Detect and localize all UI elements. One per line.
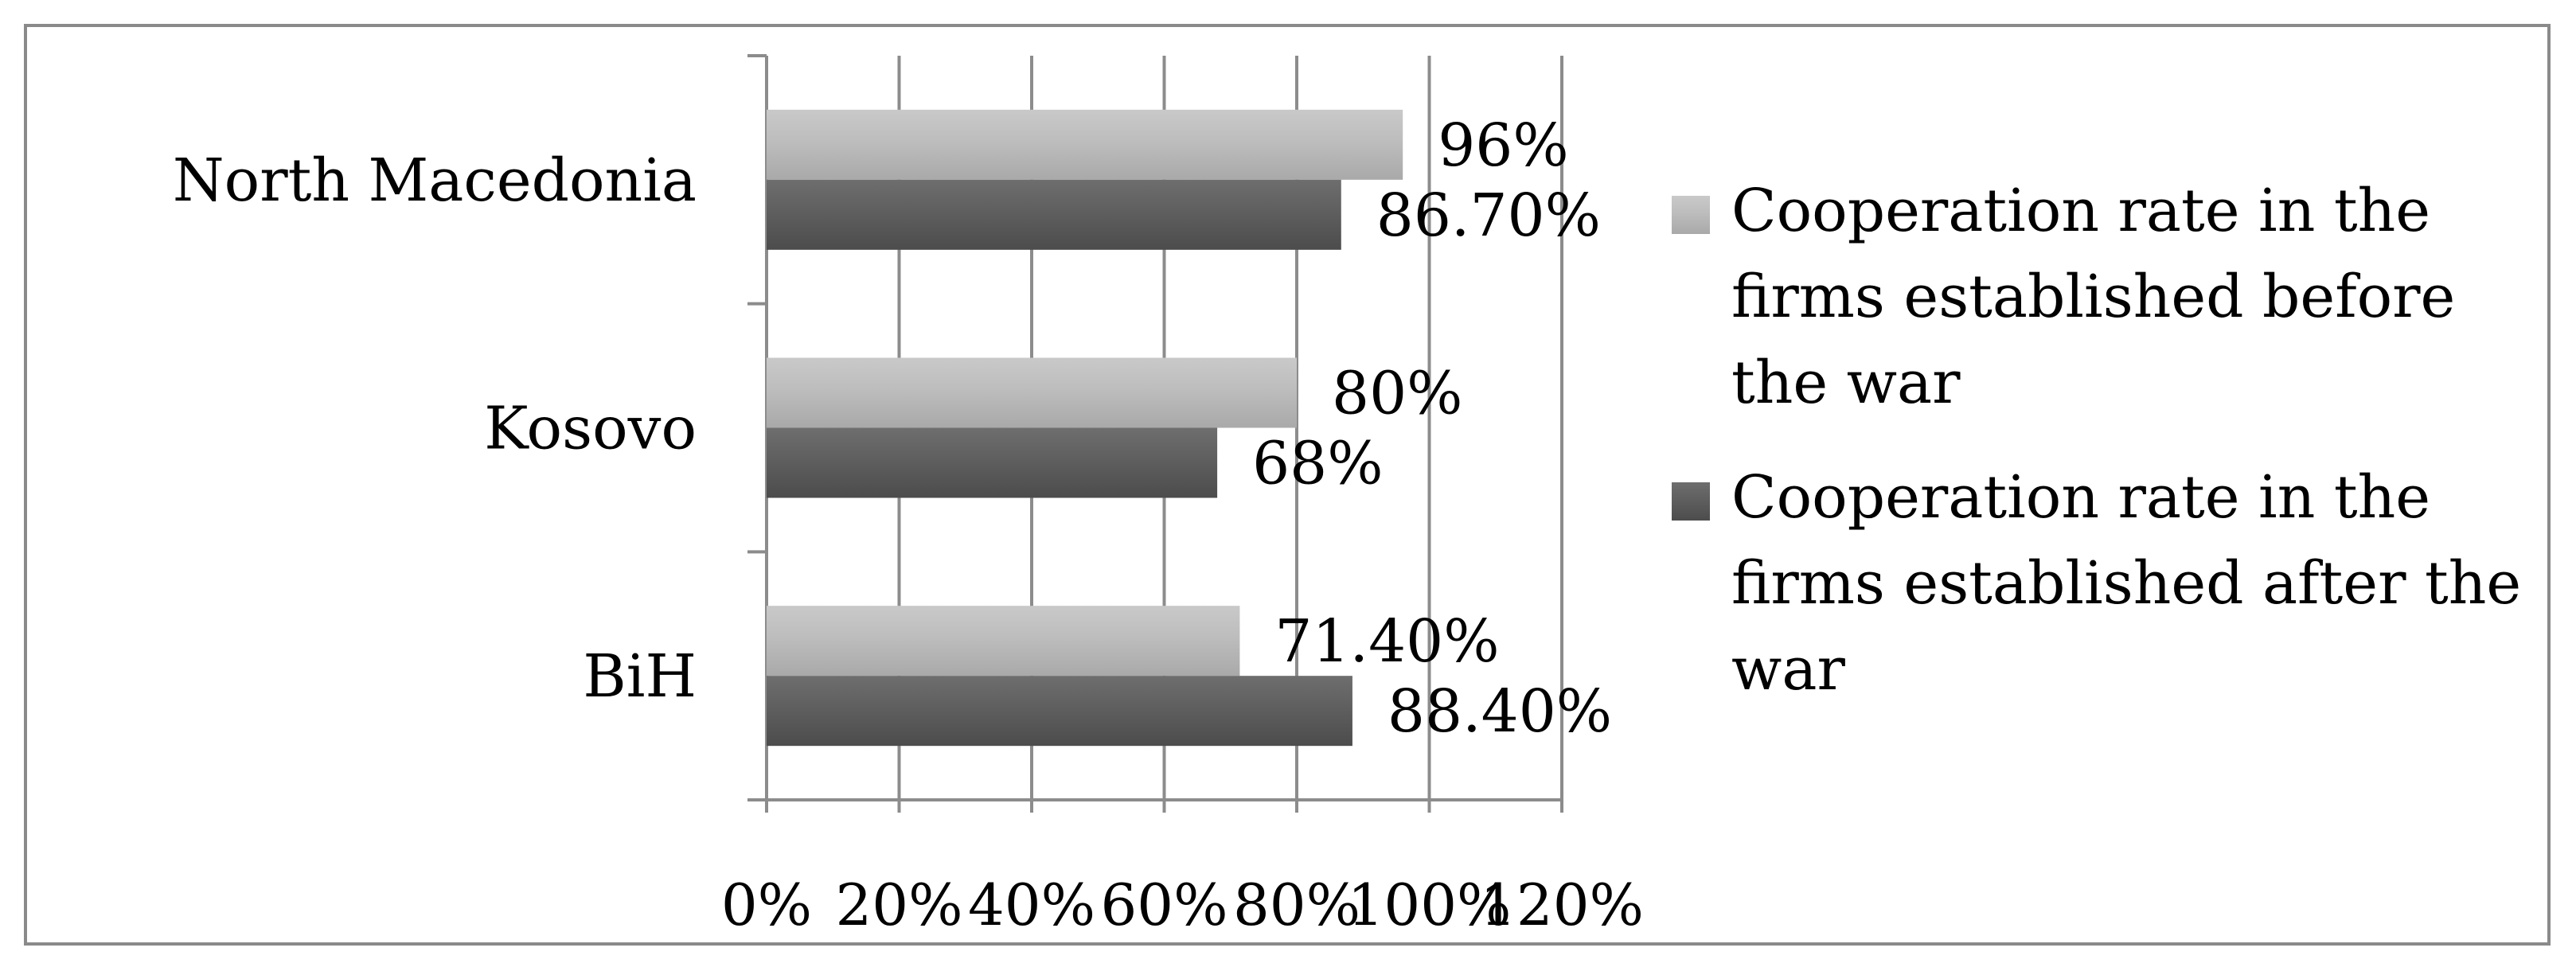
category-label: BiH bbox=[583, 642, 697, 711]
data-label: 88.40% bbox=[1388, 677, 1612, 746]
category-label: Kosovo bbox=[484, 395, 697, 463]
data-label: 71.40% bbox=[1274, 607, 1499, 676]
legend-label: the war bbox=[1731, 349, 1961, 417]
legend-swatch bbox=[1672, 482, 1710, 521]
x-tick-label: 20% bbox=[835, 872, 962, 938]
x-tick-label: 120% bbox=[1480, 872, 1644, 938]
bar bbox=[767, 606, 1240, 677]
legend-label: war bbox=[1731, 635, 1845, 704]
legend-label: firms established after the bbox=[1731, 549, 2521, 618]
legend: Cooperation rate in the firms established… bbox=[1672, 177, 2521, 704]
legend-label: firms established before bbox=[1731, 263, 2455, 331]
data-labels: 96%86.70% 80%68% 71.40%88.40% bbox=[1252, 111, 1612, 746]
data-label: 86.70% bbox=[1376, 181, 1601, 250]
legend-label: Cooperation rate in the bbox=[1731, 177, 2430, 245]
x-tick-label: 80% bbox=[1233, 872, 1360, 938]
x-tick-label: 100% bbox=[1348, 872, 1512, 938]
bar bbox=[767, 109, 1403, 180]
category-labels: North Macedonia Kosovo BiH bbox=[173, 146, 697, 711]
bar bbox=[767, 357, 1297, 428]
category-label: North Macedonia bbox=[173, 146, 697, 215]
data-label: 80% bbox=[1332, 360, 1462, 428]
data-label: 96% bbox=[1438, 111, 1568, 180]
x-tick-label: 60% bbox=[1100, 872, 1228, 938]
bar bbox=[767, 676, 1352, 747]
legend-label: Cooperation rate in the bbox=[1731, 463, 2430, 532]
data-label: 68% bbox=[1252, 430, 1383, 498]
bars bbox=[767, 109, 1403, 747]
bar bbox=[767, 427, 1218, 498]
bar bbox=[767, 179, 1341, 250]
legend-swatch bbox=[1672, 196, 1710, 234]
x-tick-labels: 0% 20% 40% 60% 80%100%120% bbox=[721, 872, 1644, 938]
x-tick-label: 0% bbox=[721, 872, 812, 938]
x-tick-label: 40% bbox=[968, 872, 1095, 938]
